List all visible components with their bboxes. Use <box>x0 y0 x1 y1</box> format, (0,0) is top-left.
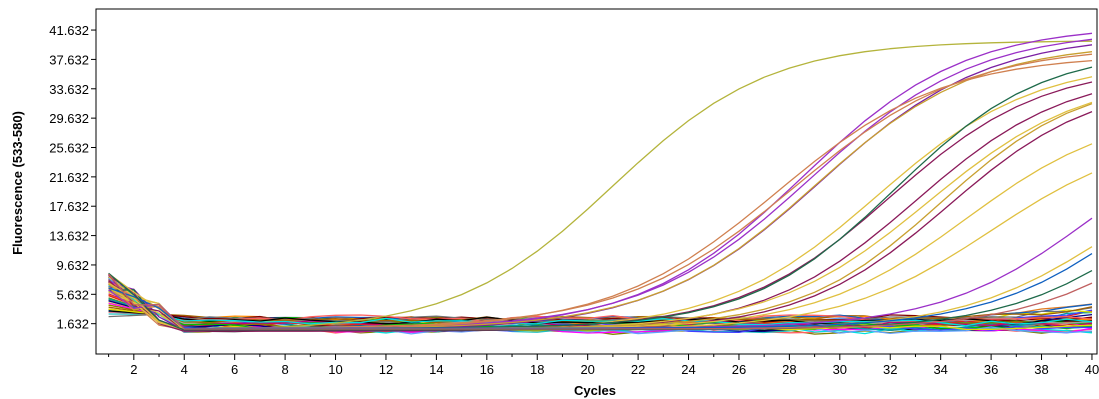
y-tick-label: 29.632 <box>49 111 89 126</box>
x-tick-label: 34 <box>933 362 947 377</box>
x-tick-label: 14 <box>429 362 443 377</box>
series-layer <box>108 32 1093 335</box>
x-tick-label: 22 <box>631 362 645 377</box>
y-tick-label: 25.632 <box>49 140 89 155</box>
x-tick-label: 8 <box>281 362 288 377</box>
x-tick-label: 40 <box>1085 362 1099 377</box>
y-tick-label: 1.632 <box>56 317 89 332</box>
y-axis-title: Fluorescence (533-580) <box>10 111 25 255</box>
baseline-series-line <box>108 284 1093 327</box>
amplification-curve <box>108 273 1093 330</box>
y-tick-label: 21.632 <box>49 170 89 185</box>
plot-area-frame <box>95 8 1098 355</box>
x-tick-label: 26 <box>732 362 746 377</box>
x-tick-label: 12 <box>379 362 393 377</box>
x-tick-label: 18 <box>530 362 544 377</box>
x-tick-label: 32 <box>883 362 897 377</box>
x-axis: 2 4 6 8 10 12 14 16 18 20 22 24 26 28 30 32 34 36 38 40 <box>108 354 1099 377</box>
x-tick-label: 10 <box>328 362 342 377</box>
y-tick-label: 37.632 <box>49 52 89 67</box>
x-tick-label: 36 <box>984 362 998 377</box>
x-tick-label: 16 <box>480 362 494 377</box>
x-tick-label: 38 <box>1034 362 1048 377</box>
amplification-curve <box>108 253 1093 329</box>
x-tick-label: 20 <box>580 362 594 377</box>
x-tick-label: 4 <box>181 362 188 377</box>
x-tick-label: 6 <box>231 362 238 377</box>
y-tick-label: 41.632 <box>49 23 89 38</box>
amplification-curve <box>108 270 1093 331</box>
y-tick-label: 13.632 <box>49 229 89 244</box>
x-tick-label: 30 <box>833 362 847 377</box>
y-axis: 1.632 5.632 9.632 13.632 17.632 21.632 25.632 2… <box>49 23 96 332</box>
y-tick-label: 33.632 <box>49 82 89 97</box>
y-tick-label: 5.632 <box>56 287 89 302</box>
x-tick-label: 28 <box>782 362 796 377</box>
y-tick-label: 9.632 <box>56 258 89 273</box>
y-tick-label: 17.632 <box>49 199 89 214</box>
x-tick-label: 2 <box>130 362 137 377</box>
x-tick-label: 24 <box>681 362 695 377</box>
x-axis-title: Cycles <box>574 383 616 398</box>
